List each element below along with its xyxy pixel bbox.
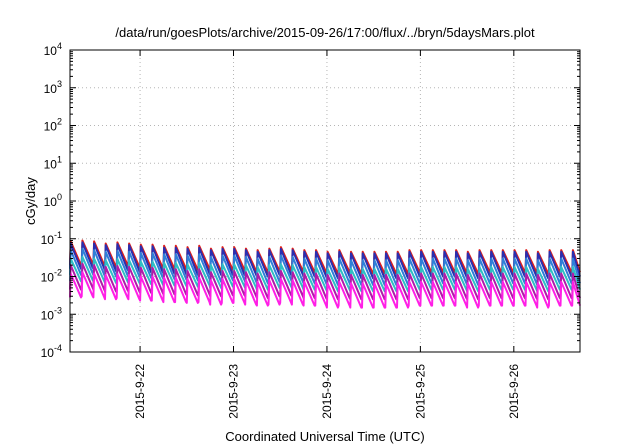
y-tick-base: 10 xyxy=(41,308,55,322)
series-layer xyxy=(69,239,581,309)
series-line-6 xyxy=(69,271,581,309)
y-tick-exponent: 1 xyxy=(57,154,62,164)
x-tick-label: 2015-9-24 xyxy=(320,364,334,419)
y-tick-exponent: 3 xyxy=(57,79,62,89)
y-tick-exponent: -3 xyxy=(54,305,62,315)
y-tick-exponent: 0 xyxy=(57,192,62,202)
y-tick-base: 10 xyxy=(44,120,58,134)
y-axis-label: cGy/day xyxy=(23,177,38,225)
y-tick-base: 10 xyxy=(44,82,58,96)
y-tick-label: 104 xyxy=(44,41,62,58)
y-tick-exponent: -4 xyxy=(54,343,62,353)
y-tick-base: 10 xyxy=(44,195,58,209)
y-tick-label: 10-3 xyxy=(41,305,62,322)
y-tick-base: 10 xyxy=(44,157,58,171)
x-axis-label: Coordinated Universal Time (UTC) xyxy=(225,429,424,444)
x-tick-label: 2015-9-25 xyxy=(413,364,427,419)
x-tick-label: 2015-9-22 xyxy=(133,364,147,419)
chart-title: /data/run/goesPlots/archive/2015-09-26/1… xyxy=(115,25,535,40)
y-tick-label: 10-4 xyxy=(41,343,62,360)
y-tick-label: 102 xyxy=(44,117,62,134)
y-tick-exponent: -2 xyxy=(54,268,62,278)
y-tick-exponent: -1 xyxy=(54,230,62,240)
y-tick-label: 101 xyxy=(44,154,62,171)
y-tick-label: 10-1 xyxy=(41,230,62,247)
x-tick-label: 2015-9-26 xyxy=(507,364,521,419)
y-tick-base: 10 xyxy=(44,44,58,58)
y-tick-base: 10 xyxy=(41,271,55,285)
y-tick-base: 10 xyxy=(41,233,55,247)
x-tick-label: 2015-9-23 xyxy=(227,364,241,419)
y-tick-label: 10-2 xyxy=(41,268,62,285)
y-tick-label: 103 xyxy=(44,79,62,96)
y-tick-exponent: 4 xyxy=(57,41,62,51)
x-axis: 2015-9-22 2015-9-23 2015-9-24 2015-9-25 2015… xyxy=(133,50,521,419)
y-tick-exponent: 2 xyxy=(57,117,62,127)
y-tick-label: 100 xyxy=(44,192,62,209)
y-tick-base: 10 xyxy=(41,346,55,360)
